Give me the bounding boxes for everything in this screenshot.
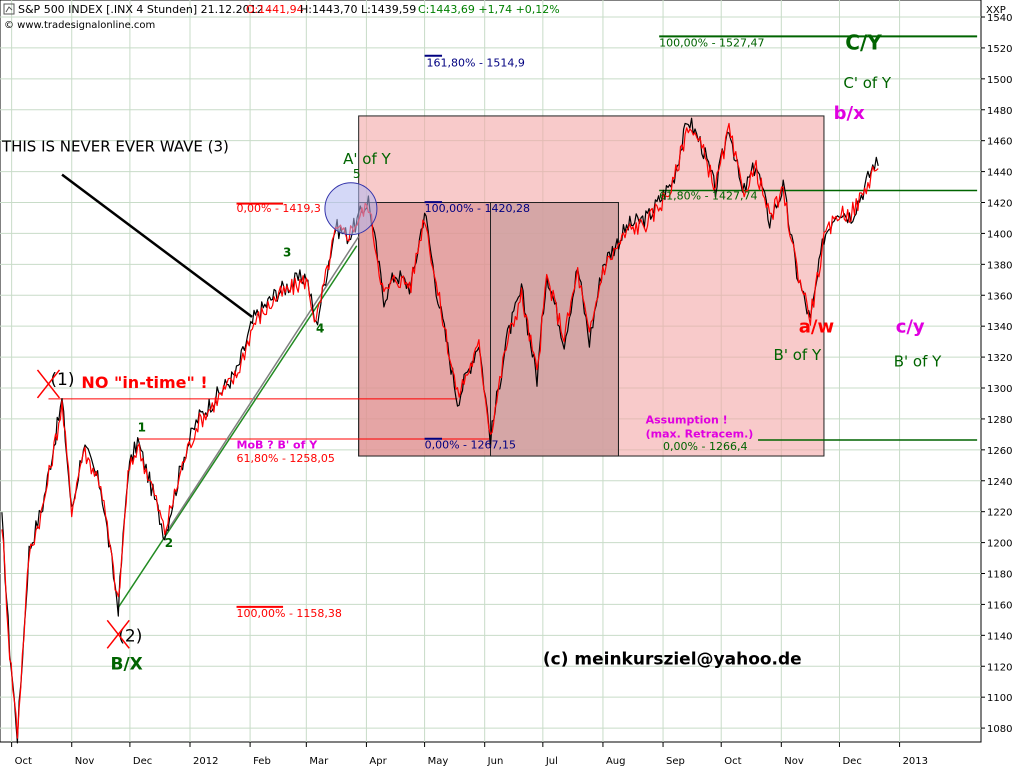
x-tick-label: Oct <box>724 756 741 767</box>
text-annotations: 161,80% - 1514,9 100,00% - 1527,47 C/Y C' o… <box>1 30 942 674</box>
x-tick-label: May <box>428 756 449 767</box>
y-tick-label: 1360 <box>987 291 1012 302</box>
y-tick-label: 1500 <box>987 75 1012 86</box>
annotation-label: (max. Retracem.) <box>646 427 754 440</box>
annotation-label: 161,80% - 1514,9 <box>427 56 525 69</box>
annotation-label: 1 <box>138 420 146 434</box>
annotation-label: b/x <box>834 103 865 124</box>
x-axis: Oct Nov Dec 2012 Feb Mar Apr May Jun Jul Aug Sep Oct… <box>11 742 928 767</box>
chart-settings-icon[interactable] <box>3 3 15 15</box>
y-tick-label: 1220 <box>987 508 1012 519</box>
instrument-title: S&P 500 INDEX [.INX 4 Stunden] 21.12.201… <box>18 3 271 16</box>
annotation-label: 100,00% - 1158,38 <box>237 607 342 620</box>
y-tick-label: 1540 <box>987 13 1012 24</box>
annotation-label: C/Y <box>845 30 882 54</box>
trend-line <box>117 245 358 608</box>
x-tick-label: 2012 <box>193 756 218 767</box>
annotation-label: 4 <box>316 321 324 335</box>
y-tick-label: 1140 <box>987 631 1012 642</box>
copyright-notice: © www.tradesignalonline.com <box>4 20 155 31</box>
x-tick-label: Dec <box>133 756 152 767</box>
x-tick-label: Apr <box>369 756 387 767</box>
annotation-label: NO "in-time" ! <box>81 373 207 392</box>
ohlc-close-change: C:1443,69 +1,74 +0,12% <box>418 3 560 16</box>
trend-lines <box>61 173 360 608</box>
y-tick-label: 1440 <box>987 168 1012 179</box>
x-tick-label: Jun <box>487 756 504 767</box>
y-tick-label: 1520 <box>987 44 1012 55</box>
y-tick-label: 1320 <box>987 353 1012 364</box>
annotation-label: 100,00% - 1420,28 <box>425 202 530 215</box>
strike-marks <box>36 369 130 649</box>
annotation-label: B' of Y <box>894 352 942 370</box>
y-tick-label: 1340 <box>987 322 1012 333</box>
y-axis: 1080 1100 1120 1140 1160 1180 1200 1220 1240 1260… <box>981 13 1012 735</box>
x-tick-label: Oct <box>15 756 32 767</box>
strike-mark-line <box>106 619 130 649</box>
header: S&P 500 INDEX [.INX 4 Stunden] 21.12.201… <box>3 3 1006 31</box>
annotation-label: THIS IS NEVER EVER WAVE (3) <box>1 137 229 155</box>
x-tick-label: Aug <box>606 756 626 767</box>
y-tick-label: 1120 <box>987 662 1012 673</box>
annotation-label: 61,80% - 1258,05 <box>237 452 335 465</box>
x-tick-label: Nov <box>784 756 804 767</box>
x-tick-label: Nov <box>75 756 95 767</box>
strike-mark-line <box>36 369 61 399</box>
annotation-label: (c) meinkursziel@yahoo.de <box>543 650 802 670</box>
annotation-label: 3 <box>283 246 291 260</box>
x-tick-label: Dec <box>842 756 861 767</box>
annotation-label: (1) <box>50 370 74 390</box>
annotation-label: 5 <box>353 167 361 181</box>
y-tick-label: 1300 <box>987 384 1012 395</box>
axis-code: XXP <box>986 5 1006 16</box>
y-tick-label: 1380 <box>987 260 1012 271</box>
y-tick-label: 1240 <box>987 477 1012 488</box>
annotation-label: c/y <box>896 316 925 337</box>
x-tick-label: Sep <box>666 756 685 767</box>
annotation-label: Assumption ! <box>646 414 728 427</box>
x-tick-label: Jul <box>545 756 558 767</box>
x-tick-label: Feb <box>253 756 271 767</box>
chart-line-icon <box>5 6 13 13</box>
annotation-label: B/X <box>111 654 143 674</box>
annotation-label: B' of Y <box>774 346 822 364</box>
annotation-label: 0,00% - 1266,4 <box>663 440 747 453</box>
y-tick-label: 1400 <box>987 229 1012 240</box>
y-tick-label: 1460 <box>987 137 1012 148</box>
y-tick-label: 1080 <box>987 724 1012 735</box>
annotation-label: MoB ? B' of Y <box>237 438 319 451</box>
y-tick-label: 1180 <box>987 570 1012 581</box>
x-tick-label: 2013 <box>903 756 928 767</box>
annotation-label: 61,80% - 1427,74 <box>659 189 757 202</box>
highlight-circle <box>324 182 378 236</box>
y-tick-label: 1420 <box>987 199 1012 210</box>
retracement-box <box>490 202 619 457</box>
price-line <box>1 122 879 739</box>
annotation-label: 0,00% - 1267,15 <box>425 438 516 451</box>
ohlc-high-low: H:1443,70 L:1439,59 <box>300 3 416 16</box>
box-annotations <box>358 115 825 457</box>
x-tick-label: Mar <box>309 756 329 767</box>
trend-line <box>61 173 253 318</box>
y-tick-label: 1100 <box>987 693 1012 704</box>
annotation-label: C' of Y <box>843 74 892 92</box>
y-tick-label: 1200 <box>987 539 1012 550</box>
y-tick-label: 1160 <box>987 600 1012 611</box>
annotation-label: A' of Y <box>343 150 391 168</box>
annotation-label: a/w <box>799 316 834 337</box>
ohlc-open: O:1441,94 <box>246 3 304 16</box>
y-tick-label: 1280 <box>987 415 1012 426</box>
y-tick-label: 1480 <box>987 106 1012 117</box>
wave-5-circle <box>324 182 378 236</box>
annotation-label: 2 <box>165 536 173 550</box>
annotation-label: 100,00% - 1527,47 <box>659 36 764 49</box>
price-series <box>1 117 879 744</box>
annotation-label: 0,00% - 1419,3 <box>237 202 321 215</box>
trend-line <box>164 236 360 536</box>
y-tick-label: 1260 <box>987 446 1012 457</box>
